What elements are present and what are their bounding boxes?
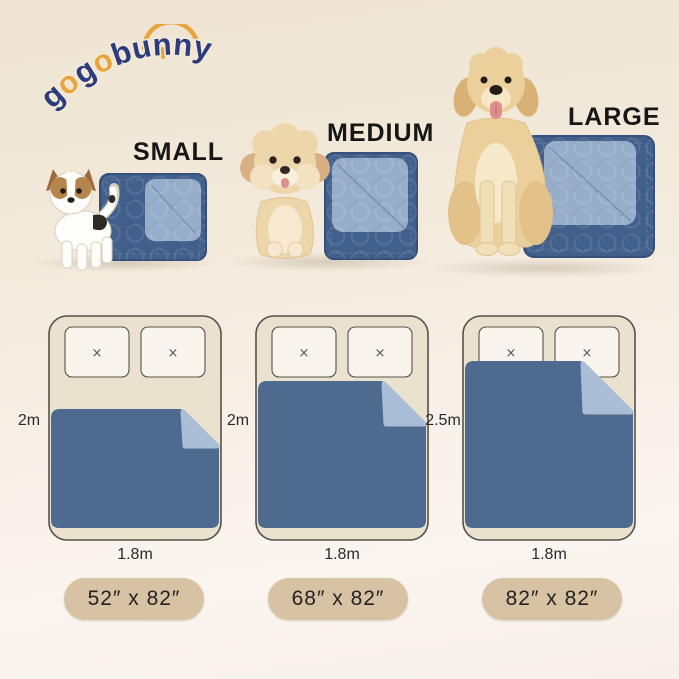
jack-russell-puppy-illustration (46, 169, 120, 271)
bed-length-label-medium: 2m (226, 412, 250, 429)
logo-dash-icon (160, 47, 165, 59)
blanket-fold-corner (180, 409, 220, 449)
size-label-medium: MEDIUM (327, 119, 435, 147)
size-pill-medium: 68″ x 82″ (268, 578, 408, 620)
bed-diagram-medium: × × (255, 315, 429, 541)
blanket-fold-corner (580, 361, 634, 415)
bed-width-label-small: 1.8m (117, 546, 153, 563)
bed-length-label-large: 2.5m (425, 412, 461, 429)
bed-diagram-large: × × (462, 315, 636, 541)
size-pill-large-text: 82″ x 82″ (505, 587, 599, 610)
bed-length-label-small: 2m (17, 412, 41, 429)
golden-retriever-illustration (448, 47, 553, 256)
logo-dash-icon (176, 43, 181, 55)
pillow (347, 326, 413, 378)
pillow-cross-icon: × (168, 346, 179, 361)
size-pill-small-text: 52″ x 82″ (87, 587, 181, 610)
bed-blanket (51, 409, 219, 528)
size-pill-large: 82″ x 82″ (482, 578, 622, 620)
size-label-small: SMALL (133, 138, 225, 166)
brand-logo-text: gogobunny (44, 27, 216, 115)
medium-blanket-illustration (324, 152, 418, 260)
pillow-cross-icon: × (299, 346, 310, 361)
size-pill-small: 52″ x 82″ (64, 578, 204, 620)
brand-logo: gogobunny (44, 24, 217, 116)
pillow (64, 326, 130, 378)
pillow-cross-icon: × (506, 346, 517, 361)
pillow (140, 326, 206, 378)
bed-width-label-medium: 1.8m (324, 546, 360, 563)
ground-shadow (426, 258, 661, 278)
pillow-cross-icon: × (582, 346, 593, 361)
large-blanket-illustration (523, 135, 655, 258)
blanket-fold-corner (381, 381, 427, 427)
pillow-cross-icon: × (92, 346, 103, 361)
logo-smile-arc-icon (141, 24, 199, 51)
bed-diagram-small: × × (48, 315, 222, 541)
size-label-large: LARGE (568, 103, 661, 131)
size-pill-medium-text: 68″ x 82″ (291, 587, 385, 610)
pillow-cross-icon: × (375, 346, 386, 361)
pillow (271, 326, 337, 378)
bed-width-label-large: 1.8m (531, 546, 567, 563)
fluffy-cream-puppy-illustration (240, 123, 330, 259)
